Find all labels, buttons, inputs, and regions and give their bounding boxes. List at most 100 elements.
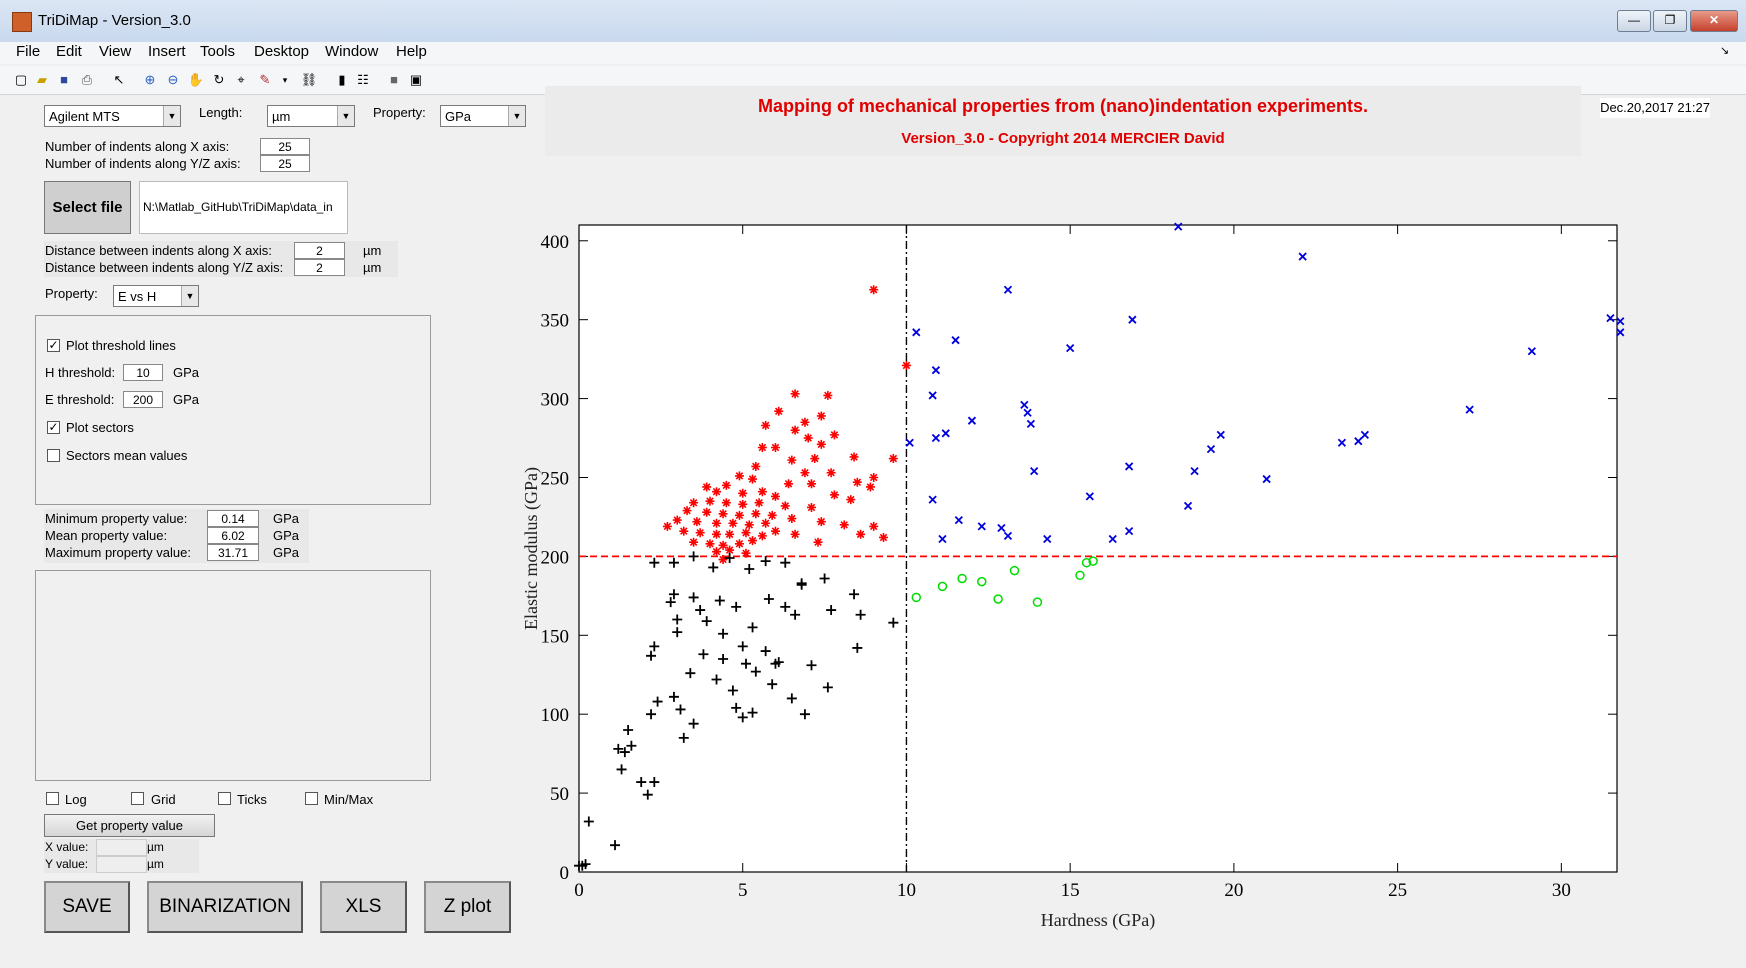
- data-point-circle: [1088, 556, 1098, 566]
- y-tick-label: 200: [541, 547, 570, 568]
- ticks-checkbox[interactable]: [218, 792, 231, 805]
- close-button[interactable]: ✕: [1690, 10, 1738, 32]
- data-point-star: [712, 529, 722, 539]
- data-point-star: [738, 488, 748, 498]
- data-point-star: [718, 540, 728, 550]
- x-tick-label: 10: [897, 880, 916, 901]
- x-value-field[interactable]: [96, 839, 147, 856]
- menu-insert[interactable]: Insert: [148, 43, 186, 60]
- data-point-plus: [767, 679, 778, 690]
- device-select[interactable]: Agilent MTS ▼: [44, 105, 181, 127]
- data-point-star: [725, 529, 735, 539]
- data-point-star: [757, 487, 767, 497]
- rotate-icon[interactable]: ↻: [213, 72, 225, 87]
- minmax-checkbox[interactable]: [305, 792, 318, 805]
- show-tools-icon[interactable]: ▣: [409, 72, 423, 87]
- maximize-button[interactable]: ❐: [1653, 10, 1687, 32]
- x-tick-label: 30: [1552, 880, 1571, 901]
- print-icon[interactable]: ⎙: [81, 72, 93, 87]
- header-panel: [545, 86, 1581, 156]
- hide-tools-icon[interactable]: ■: [390, 72, 398, 87]
- select-file-button[interactable]: Select file: [44, 181, 131, 234]
- length-label: Length:: [199, 105, 243, 120]
- save-button[interactable]: SAVE: [44, 881, 130, 933]
- menu-help[interactable]: Help: [396, 43, 427, 60]
- y-tick-label: 250: [541, 468, 570, 489]
- zoom-out-icon[interactable]: ⊖: [167, 72, 179, 87]
- data-point-plus: [826, 605, 837, 616]
- file-path-field[interactable]: N:\Matlab_GitHub\TriDiMap\data_in: [139, 181, 348, 234]
- dock-arrow-icon[interactable]: ↘: [1720, 45, 1730, 57]
- data-point-plus: [727, 685, 738, 696]
- data-point-cross: [1206, 444, 1216, 454]
- data-point-plus: [819, 573, 830, 584]
- dist-x-input[interactable]: 2: [294, 242, 345, 259]
- plot-threshold-checkbox[interactable]: ✓: [47, 338, 60, 352]
- menu-file[interactable]: File: [16, 43, 41, 60]
- data-point-plus: [652, 696, 663, 707]
- data-point-plus: [750, 666, 761, 677]
- brush-icon[interactable]: ✎: [259, 72, 271, 87]
- data-point-star: [839, 520, 849, 530]
- save-icon[interactable]: ■: [60, 72, 68, 87]
- menu-tools[interactable]: Tools: [200, 43, 236, 60]
- colorbar-icon[interactable]: ▮: [338, 72, 346, 87]
- new-file-icon[interactable]: ▢: [14, 72, 28, 87]
- length-unit-select[interactable]: µm ▼: [267, 105, 355, 127]
- link-icon[interactable]: ⛓: [300, 72, 318, 87]
- dist-x-unit: µm: [363, 243, 382, 258]
- menu-view[interactable]: View: [99, 43, 132, 60]
- grid-checkbox[interactable]: [131, 792, 144, 805]
- z-plot-button[interactable]: Z plot: [424, 881, 511, 933]
- min-value: 0.14: [207, 510, 259, 527]
- dist-y-input[interactable]: 2: [294, 259, 345, 276]
- grid-label: Grid: [151, 792, 176, 807]
- y-value-label: Y value:: [45, 857, 89, 871]
- data-point-star: [741, 548, 751, 558]
- data-point-star: [757, 531, 767, 541]
- indents-x-input[interactable]: 25: [260, 138, 310, 155]
- app-main-title: Mapping of mechanical properties from (n…: [757, 96, 1369, 116]
- data-point-cross: [1298, 252, 1307, 261]
- e-threshold-input[interactable]: 200: [123, 391, 163, 408]
- sectors-mean-checkbox[interactable]: [47, 449, 60, 462]
- menu-desktop[interactable]: Desktop: [254, 43, 310, 60]
- data-point-plus: [740, 658, 751, 669]
- indents-y-input[interactable]: 25: [260, 155, 310, 172]
- menu-edit[interactable]: Edit: [56, 43, 82, 60]
- h-threshold-label: H threshold:: [45, 365, 116, 380]
- data-point-star: [689, 498, 699, 508]
- data-point-star: [806, 479, 816, 489]
- open-folder-icon[interactable]: ▰: [37, 72, 47, 87]
- data-point-plus: [649, 777, 660, 788]
- log-checkbox[interactable]: [46, 792, 59, 805]
- data-point-cross: [1066, 343, 1075, 353]
- plot-sectors-checkbox[interactable]: ✓: [47, 420, 60, 434]
- get-property-value-button[interactable]: Get property value: [44, 814, 215, 837]
- xls-button[interactable]: XLS: [320, 881, 407, 933]
- data-point-star: [829, 430, 839, 440]
- menu-window[interactable]: Window: [325, 43, 379, 60]
- data-point-star: [888, 454, 898, 464]
- data-cursor-icon[interactable]: ⌖: [237, 72, 245, 87]
- data-point-plus: [747, 707, 758, 718]
- data-point-star: [823, 390, 833, 400]
- minimize-button[interactable]: —: [1617, 10, 1651, 32]
- menu-bar: [0, 42, 1746, 64]
- h-threshold-input[interactable]: 10: [123, 364, 163, 381]
- property-type-select[interactable]: E vs H ▼: [113, 285, 199, 307]
- pointer-icon[interactable]: ↖: [113, 72, 125, 87]
- data-point-plus: [580, 859, 591, 870]
- data-point-star: [846, 495, 856, 505]
- property-unit-select[interactable]: GPa ▼: [440, 105, 526, 127]
- legend-icon[interactable]: ☷: [357, 72, 369, 87]
- data-point-star: [705, 539, 715, 549]
- binarization-button[interactable]: BINARIZATION: [147, 881, 303, 933]
- y-value-field[interactable]: [96, 856, 147, 873]
- dist-y-unit: µm: [363, 260, 382, 275]
- pan-icon[interactable]: ✋: [187, 72, 205, 87]
- data-point-cross: [1262, 474, 1271, 484]
- zoom-in-icon[interactable]: ⊕: [144, 72, 156, 87]
- scatter-chart[interactable]: 0 5 10 15 20 25 30050100150200250300350400Hard…: [505, 200, 1635, 930]
- brush-dropdown-icon[interactable]: ▾: [282, 75, 288, 85]
